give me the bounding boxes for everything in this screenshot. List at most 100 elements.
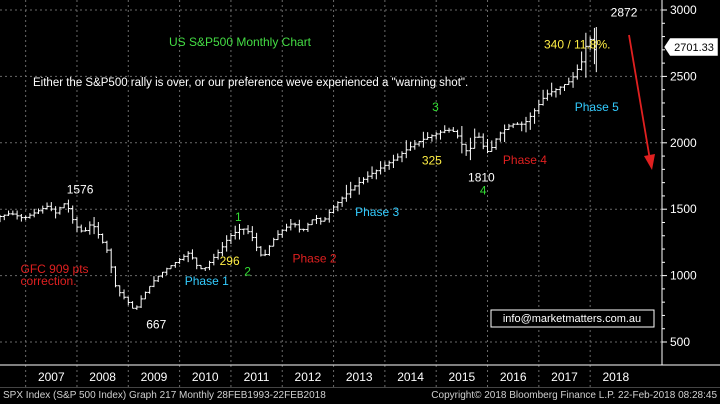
ohlc-bar bbox=[515, 122, 520, 125]
ohlc-bar bbox=[263, 249, 268, 257]
ohlc-bar bbox=[258, 246, 263, 257]
annotation-label: Phase 3 bbox=[355, 205, 399, 219]
ohlc-bar bbox=[438, 130, 443, 140]
ohlc-bar bbox=[583, 32, 588, 78]
annotation-label: 1576 bbox=[67, 182, 94, 196]
ohlc-bar bbox=[267, 245, 272, 256]
annotation-label: 340 / 11.8%. bbox=[544, 38, 611, 52]
ohlc-bar bbox=[498, 131, 503, 142]
xtick-label-2013: 2013 bbox=[346, 370, 373, 384]
ohlc-bar bbox=[558, 86, 563, 95]
ohlc-bar bbox=[511, 123, 516, 129]
ohlc-bar bbox=[566, 77, 571, 85]
ohlc-bar bbox=[361, 177, 366, 185]
ohlc-bar bbox=[49, 202, 54, 212]
ytick-label-2500: 2500 bbox=[670, 69, 697, 83]
xtick-label-2014: 2014 bbox=[397, 370, 424, 384]
ytick-label-3000: 3000 bbox=[670, 3, 697, 17]
ohlc-bar bbox=[579, 51, 584, 71]
ohlc-bar bbox=[331, 204, 336, 214]
ohlc-bar bbox=[23, 215, 28, 221]
ohlc-bar bbox=[404, 140, 409, 159]
ytick-label-500: 500 bbox=[670, 335, 690, 349]
ohlc-bar bbox=[305, 222, 310, 232]
ohlc-bar bbox=[541, 89, 546, 106]
annotation-label: 4 bbox=[480, 184, 487, 198]
xtick-label-2018: 2018 bbox=[602, 370, 629, 384]
ohlc-bar bbox=[451, 127, 456, 132]
ohlc-bar bbox=[502, 124, 507, 142]
ohlc-bar bbox=[536, 99, 541, 115]
xtick-label-2009: 2009 bbox=[141, 370, 168, 384]
ytick-label-2000: 2000 bbox=[670, 136, 697, 150]
ohlc-bar bbox=[464, 143, 469, 156]
ohlc-bar bbox=[70, 205, 75, 224]
annotation-label: 1810 bbox=[468, 170, 495, 184]
ohlc-bar bbox=[323, 217, 328, 222]
ohlc-bar bbox=[434, 132, 439, 140]
ohlc-bar bbox=[198, 264, 203, 270]
ohlc-bar bbox=[588, 36, 593, 50]
ohlc-bar bbox=[53, 206, 58, 219]
ohlc-bar bbox=[27, 213, 32, 219]
xtick-label-2017: 2017 bbox=[551, 370, 578, 384]
ohlc-bar bbox=[370, 166, 375, 179]
ohlc-bar bbox=[425, 132, 430, 140]
ohlc-bar bbox=[395, 153, 400, 161]
last-price-label: 2701.33 bbox=[674, 42, 714, 54]
ohlc-bar bbox=[113, 266, 118, 288]
ohlc-bar bbox=[66, 199, 71, 213]
ohlc-bar bbox=[130, 301, 135, 309]
ohlc-bar bbox=[62, 203, 67, 209]
ohlc-bar bbox=[365, 171, 370, 183]
ohlc-bar bbox=[476, 132, 481, 138]
xtick-label-2011: 2011 bbox=[244, 370, 270, 384]
ohlc-bar bbox=[571, 72, 576, 88]
ohlc-bar bbox=[160, 271, 165, 278]
ohlc-bar bbox=[45, 202, 50, 210]
ohlc-bar bbox=[109, 248, 114, 274]
ohlc-bar bbox=[399, 151, 404, 163]
sp500-monthly-chart: 500 1000 1500 2000 2500 3000 2007 2008 2009 2010… bbox=[0, 0, 720, 387]
ohlc-bar bbox=[524, 116, 529, 133]
ohlc-bar bbox=[126, 296, 131, 306]
annotation-label: Phase 5 bbox=[575, 100, 619, 114]
ohlc-bar bbox=[494, 138, 499, 150]
ohlc-bar bbox=[575, 64, 580, 80]
xtick-label-2012: 2012 bbox=[295, 370, 322, 384]
ohlc-bar bbox=[181, 254, 186, 261]
xtick-label-2008: 2008 bbox=[89, 370, 116, 384]
down-arrow bbox=[628, 34, 655, 170]
grid-lines bbox=[0, 9, 662, 343]
ohlc-bar bbox=[237, 223, 242, 240]
contact-email[interactable]: info@marketmatters.com.au bbox=[503, 313, 641, 325]
annotation-label: 2 bbox=[244, 265, 251, 279]
x-axis: 2007 2008 2009 2010 2011 2012 2013 2014 2015 2016… bbox=[0, 364, 720, 384]
contact-box[interactable]: info@marketmatters.com.au bbox=[490, 309, 655, 328]
annotation-label: Phase 4 bbox=[503, 153, 547, 167]
xtick-label-2016: 2016 bbox=[500, 370, 527, 384]
ohlc-bar bbox=[553, 88, 558, 98]
ohlc-bar bbox=[412, 140, 417, 150]
ohlc-bar bbox=[100, 233, 105, 244]
ohlc-bar bbox=[293, 222, 298, 228]
ohlc-bar bbox=[271, 237, 276, 247]
ohlc-bar bbox=[391, 154, 396, 168]
ohlc-bar bbox=[549, 82, 554, 97]
ohlc-bar bbox=[32, 208, 37, 218]
ohlc-bar bbox=[335, 201, 340, 212]
ohlc-bar bbox=[468, 137, 473, 161]
annotation-label: 2872 bbox=[611, 6, 638, 20]
ohlc-bar bbox=[147, 285, 152, 294]
ohlc-bar bbox=[340, 196, 345, 207]
ohlc-bar bbox=[211, 253, 216, 266]
ohlc-bar bbox=[528, 112, 533, 130]
ohlc-bar bbox=[233, 225, 238, 240]
annotation-label: 1 bbox=[235, 210, 242, 224]
xtick-label-2007: 2007 bbox=[38, 370, 65, 384]
last-price-marker: 2701.33 bbox=[663, 37, 719, 57]
ohlc-bar bbox=[280, 229, 285, 238]
ohlc-bar bbox=[117, 285, 122, 297]
chart-subtitle: Either the S&P500 rally is over, or our … bbox=[33, 77, 468, 89]
xtick-label-2010: 2010 bbox=[192, 370, 219, 384]
